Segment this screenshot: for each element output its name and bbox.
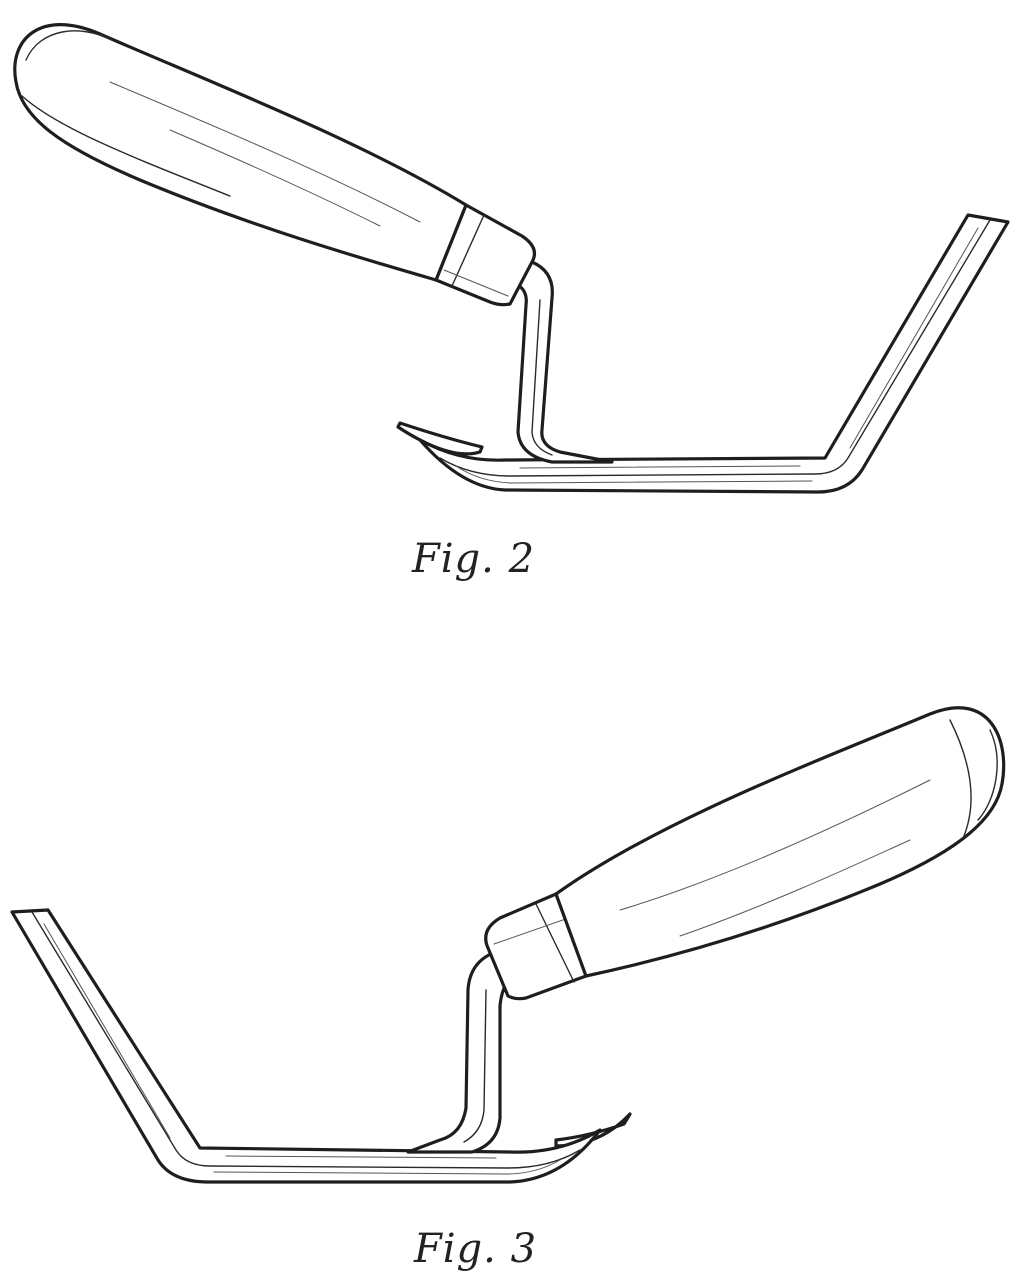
figure-caption-fig2: Fig. 2: [412, 536, 535, 582]
fig2-handle: [15, 25, 466, 280]
fig3-handle: [556, 708, 1004, 976]
fig2-shank: [516, 262, 612, 462]
fig3-shank: [408, 950, 514, 1152]
fig3-trowel: [12, 708, 1004, 1182]
fig2-trowel: [15, 25, 1008, 492]
figure-caption-fig3: Fig. 3: [414, 1226, 537, 1272]
